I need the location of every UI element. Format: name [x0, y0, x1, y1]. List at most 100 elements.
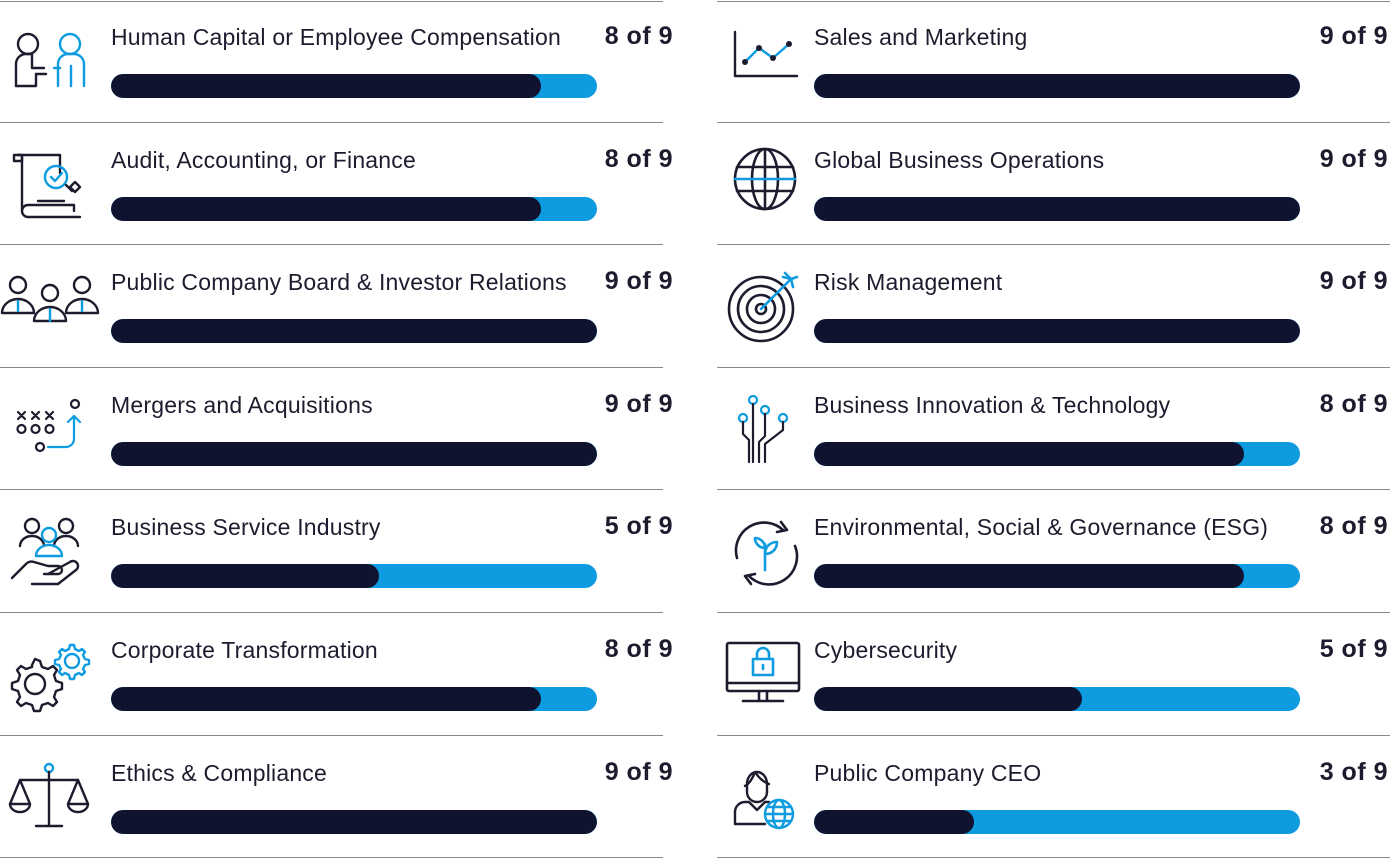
strategy-play-icon	[8, 396, 90, 464]
skill-label: Risk Management	[814, 269, 1003, 296]
target-icon	[725, 271, 807, 343]
skill-row: Risk Management 9 of 9	[715, 245, 1390, 368]
divider	[0, 366, 663, 368]
skill-progress-bar	[111, 686, 597, 711]
skill-label: Human Capital or Employee Compensation	[111, 24, 561, 50]
skill-row: Sales and Marketing 9 of 9	[715, 0, 1390, 123]
divider	[717, 611, 1390, 613]
skill-label: Public Company CEO	[814, 759, 1042, 786]
skill-progress-fill	[814, 319, 1300, 344]
skill-row: Corporate Transformation 8 of 9	[0, 613, 675, 736]
skill-row: Environmental, Social & Governance (ESG)…	[715, 490, 1390, 613]
skill-progress-bar	[111, 441, 597, 466]
skill-label: Environmental, Social & Governance (ESG)	[814, 514, 1269, 541]
skill-progress-bar	[111, 319, 597, 344]
divider	[0, 489, 663, 491]
divider	[0, 244, 663, 246]
audit-document-icon	[8, 151, 90, 219]
divider	[0, 611, 663, 613]
divider	[717, 489, 1390, 491]
skill-progress-fill	[814, 686, 1082, 711]
skill-progress-bar	[814, 319, 1300, 344]
skill-progress-fill	[111, 809, 597, 834]
skill-row: Mergers and Acquisitions 9 of 9	[0, 368, 675, 491]
divider	[0, 1, 663, 2]
skill-label: Business Service Industry	[111, 514, 381, 541]
circuit-icon	[731, 394, 813, 464]
skill-progress-fill	[111, 196, 541, 221]
skill-score: 8 of 9	[1319, 512, 1388, 541]
skill-progress-fill	[111, 319, 597, 344]
skill-row: Human Capital or Employee Compensation 8…	[0, 0, 675, 123]
skill-score: 8 of 9	[604, 634, 673, 663]
skill-score: 9 of 9	[604, 267, 673, 296]
skill-score: 8 of 9	[604, 144, 673, 173]
monitor-lock-icon	[725, 641, 807, 709]
skill-progress-fill	[814, 74, 1300, 98]
person-globe-icon	[733, 764, 815, 832]
skill-progress-bar	[111, 809, 597, 834]
gears-icon	[8, 641, 91, 713]
skill-progress-bar	[111, 196, 597, 221]
skill-progress-fill	[814, 196, 1300, 221]
skill-score: 8 of 9	[1319, 389, 1388, 418]
skill-score: 3 of 9	[1319, 757, 1388, 786]
skill-progress-fill	[814, 809, 974, 834]
skill-score: 8 of 9	[604, 22, 673, 50]
line-chart-icon	[733, 28, 815, 96]
skill-progress-fill	[111, 686, 541, 711]
skill-progress-bar	[814, 686, 1300, 711]
skill-row: Business Service Industry 5 of 9	[0, 490, 675, 613]
skill-label: Audit, Accounting, or Finance	[111, 146, 416, 173]
divider	[0, 121, 663, 123]
skill-row: Ethics & Compliance 9 of 9	[0, 736, 675, 859]
skill-score: 5 of 9	[1319, 634, 1388, 663]
skill-row: Audit, Accounting, or Finance 8 of 9	[0, 123, 675, 246]
skill-label: Sales and Marketing	[814, 24, 1028, 50]
skill-label: Corporate Transformation	[111, 636, 378, 663]
skill-progress-bar	[814, 74, 1300, 98]
skill-score: 5 of 9	[604, 512, 673, 541]
skill-progress-fill	[111, 441, 597, 466]
skill-label: Cybersecurity	[814, 636, 958, 663]
skill-progress-bar	[814, 809, 1300, 834]
skill-row: Business Innovation & Technology 8 of 9	[715, 368, 1390, 491]
skill-progress-fill	[814, 441, 1244, 466]
skill-score: 9 of 9	[1319, 144, 1388, 173]
skill-progress-bar	[814, 564, 1300, 589]
people-hand-icon	[8, 518, 90, 586]
divider	[717, 244, 1390, 246]
skill-row: Public Company CEO 3 of 9	[715, 736, 1390, 859]
skill-progress-fill	[814, 564, 1244, 589]
left-column: Human Capital or Employee Compensation 8…	[0, 0, 675, 859]
skill-label: Ethics & Compliance	[111, 759, 327, 786]
divider	[717, 734, 1390, 736]
scales-icon	[8, 762, 90, 832]
skill-score: 9 of 9	[604, 757, 673, 786]
skill-row: Cybersecurity 5 of 9	[715, 613, 1390, 736]
globe-icon	[731, 147, 813, 219]
divider	[717, 366, 1390, 368]
skill-progress-fill	[111, 564, 379, 589]
skill-row: Global Business Operations 9 of 9	[715, 123, 1390, 246]
skill-progress-fill	[111, 74, 541, 98]
sprout-cycle-icon	[729, 518, 811, 587]
skill-progress-bar	[111, 564, 597, 589]
skill-label: Public Company Board & Investor Relation…	[111, 269, 567, 296]
skill-progress-bar	[111, 74, 597, 98]
divider	[0, 857, 663, 859]
skill-progress-bar	[814, 441, 1300, 466]
right-column: Sales and Marketing 9 of 9 Global Busine…	[715, 0, 1390, 859]
divider	[717, 857, 1390, 859]
skill-progress-bar	[814, 196, 1300, 221]
skill-score: 9 of 9	[1319, 22, 1388, 50]
divider	[0, 734, 663, 736]
skill-label: Business Innovation & Technology	[814, 391, 1171, 418]
divider	[717, 1, 1390, 2]
skill-score: 9 of 9	[604, 389, 673, 418]
handshake-people-icon	[8, 28, 90, 96]
board-group-icon	[0, 273, 100, 341]
skill-label: Mergers and Acquisitions	[111, 391, 373, 418]
skill-score: 9 of 9	[1319, 267, 1388, 296]
skill-label: Global Business Operations	[814, 146, 1105, 173]
